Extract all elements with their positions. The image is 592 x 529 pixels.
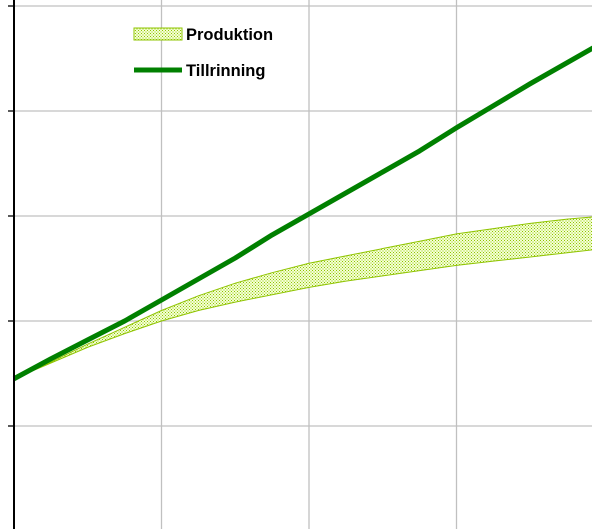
series-tillrinning-line	[12, 45, 592, 381]
plot-series	[12, 45, 592, 381]
series-produktion-band	[13, 216, 592, 380]
y-axis-ticks	[8, 5, 14, 427]
legend-label-produktion: Produktion	[186, 26, 273, 44]
legend-label-tillrinning: Tillrinning	[186, 62, 265, 80]
legend: Produktion Tillrinning	[133, 26, 273, 80]
legend-swatch-produktion	[133, 27, 183, 41]
